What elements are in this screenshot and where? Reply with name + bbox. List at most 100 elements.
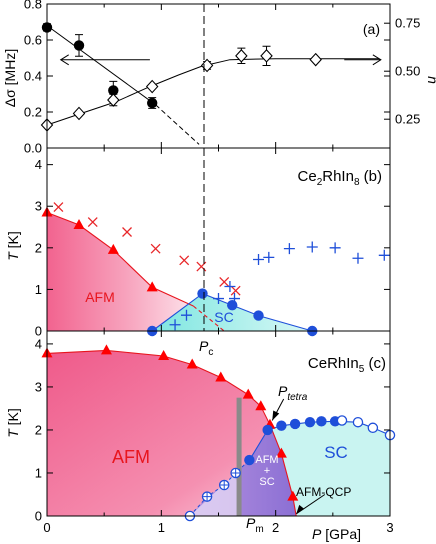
data-point-sc-open-circle bbox=[367, 422, 379, 434]
panel-b-ylabel: T [K] bbox=[5, 231, 21, 261]
region-label-afm-qcp: AFM-QCP bbox=[296, 485, 351, 499]
panel-b: 0 1 2 3 4 Ce2RhIn8 (b) AFM SC T [K] bbox=[5, 147, 391, 339]
y-tick-label: 0.4 bbox=[24, 69, 42, 84]
y-tick-label: 1 bbox=[35, 465, 42, 480]
y-right-tick-label: 0.50 bbox=[395, 64, 420, 79]
x-tick-label: 3 bbox=[386, 520, 393, 535]
panel-a-ylabel-right: n bbox=[425, 76, 436, 84]
region-label-sc-b: SC bbox=[214, 309, 233, 325]
data-point-n bbox=[107, 93, 120, 107]
data-point-sc-plus bbox=[213, 293, 224, 305]
data-point-afm-triangle bbox=[242, 388, 254, 399]
panel-c-label: CeRhIn5 (c) bbox=[308, 355, 386, 375]
data-point-afm-triangle bbox=[186, 358, 198, 369]
open-circle-cross bbox=[220, 481, 229, 490]
data-point-sc-circle bbox=[244, 454, 255, 466]
y-tick-label: 2 bbox=[35, 240, 42, 255]
panel-a-frame bbox=[46, 3, 391, 149]
data-point-sc-circle bbox=[262, 424, 273, 436]
annotation-ptetra: Ptetra bbox=[278, 383, 308, 403]
ptetra-arrow-head bbox=[272, 410, 280, 421]
data-point-n bbox=[309, 52, 322, 67]
panel-c-ylabel: T [K] bbox=[5, 408, 21, 438]
y-right-tick-label: 0.75 bbox=[395, 16, 420, 31]
data-point-sc-plus bbox=[329, 242, 341, 254]
arrow-right-head bbox=[372, 54, 382, 66]
y-tick-label: 0.2 bbox=[24, 105, 42, 120]
y-tick-label: 0 bbox=[35, 324, 42, 339]
y-right-tick-label: 0.25 bbox=[395, 112, 420, 127]
data-point-sc-plus bbox=[263, 251, 275, 263]
data-point-sc-open-circle bbox=[336, 415, 348, 426]
fit-curve-n bbox=[46, 58, 379, 126]
data-point-sc-circle bbox=[276, 420, 287, 431]
data-point-afm-triangle bbox=[73, 218, 85, 229]
data-point-afm-cross bbox=[230, 285, 241, 296]
open-circle-cross bbox=[203, 492, 212, 501]
panel-b-label: Ce2RhIn8 (b) bbox=[298, 168, 383, 188]
y-tick-label: 4 bbox=[35, 157, 42, 172]
y-tick-label: 4 bbox=[35, 336, 42, 351]
data-point-n bbox=[72, 106, 86, 121]
data-point-n bbox=[145, 79, 159, 94]
data-point-sc-circle bbox=[253, 310, 264, 321]
data-point-sc-circle bbox=[316, 416, 327, 427]
fit-extrapolation-dashed bbox=[155, 104, 200, 145]
data-point-afm-triangle bbox=[215, 371, 227, 382]
data-point-delta-sigma bbox=[108, 85, 119, 96]
sc-region-b bbox=[152, 293, 313, 331]
y-tick-label: 0.6 bbox=[24, 33, 42, 48]
region-label-afm-b: AFM bbox=[85, 289, 115, 305]
pm-gray-bar bbox=[236, 397, 242, 516]
data-point-afm-triangle bbox=[255, 400, 267, 411]
fit-line-delta-sigma bbox=[46, 25, 156, 106]
region-label-sc-c: SC bbox=[324, 443, 348, 462]
y-tick-label: 2 bbox=[35, 422, 42, 437]
data-point-afm-triangle bbox=[146, 281, 158, 292]
y-tick-label: 3 bbox=[35, 199, 42, 214]
data-point-afm-triangle bbox=[275, 447, 287, 458]
data-point-afm-cross bbox=[179, 255, 190, 266]
data-point-sc-plus bbox=[352, 252, 364, 264]
data-point-afm-triangle bbox=[100, 344, 112, 355]
x-tick-label: 2 bbox=[272, 520, 279, 535]
data-point-afm-cross bbox=[53, 202, 64, 213]
data-point-delta-sigma bbox=[73, 40, 85, 51]
y-tick-label: 3 bbox=[35, 379, 42, 394]
y-tick-label: 1 bbox=[35, 282, 42, 297]
data-point-sc-circle bbox=[289, 418, 301, 430]
panel-a-label: (a) bbox=[363, 21, 380, 37]
data-point-sc-plus bbox=[378, 249, 390, 261]
panel-a: 0.0 0.2 0.4 0.6 0.8 0.25 0.50 0.75 (a) Δσ [MHz]… bbox=[2, 0, 436, 156]
data-point-sc-plus bbox=[306, 241, 318, 253]
y-tick-label: 0 bbox=[35, 509, 42, 524]
data-point-sc-plus bbox=[229, 293, 241, 305]
data-point-sc-open-circle bbox=[352, 416, 364, 428]
data-point-afm-cross bbox=[219, 276, 230, 287]
data-point-afm-triangle bbox=[287, 490, 299, 501]
data-point-sc-plus bbox=[283, 243, 295, 255]
region-label-afm-sc: AFM + SC bbox=[255, 454, 278, 488]
data-point-afm-triangle bbox=[107, 243, 119, 254]
x-tick-label: 0 bbox=[43, 520, 50, 535]
qcp-arrow-head bbox=[296, 504, 305, 514]
region-label-afm-c: AFM bbox=[112, 447, 150, 467]
data-point-n bbox=[235, 49, 248, 63]
open-circle-cross bbox=[231, 468, 240, 477]
data-point-sc-plus bbox=[169, 319, 181, 331]
data-point-afm-cross bbox=[150, 243, 161, 254]
arrow-left-head bbox=[59, 54, 69, 66]
panel-c: 0 1 2 3 4 0 1 2 3 CeRhIn5 (c) AFM SC AFM + SC AFM-… bbox=[5, 330, 396, 542]
data-point-afm-cross bbox=[87, 217, 98, 227]
data-point-n bbox=[260, 49, 273, 63]
data-point-sc-circle bbox=[304, 417, 316, 428]
data-point-delta-sigma bbox=[146, 97, 158, 109]
data-point-sc-plus bbox=[224, 280, 236, 292]
y-tick-label: 0.8 bbox=[24, 0, 42, 12]
data-point-sc-plus bbox=[180, 309, 192, 321]
panel-c-xlabel: P [GPa] bbox=[312, 526, 361, 542]
data-point-afm-triangle bbox=[158, 349, 170, 360]
annotation-pm: Pm bbox=[246, 515, 264, 535]
panel-a-ylabel: Δσ [MHz] bbox=[2, 49, 18, 107]
